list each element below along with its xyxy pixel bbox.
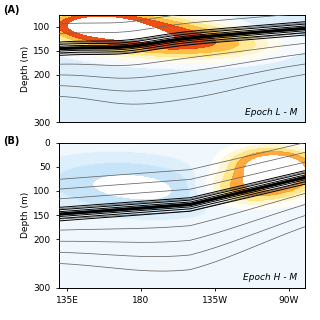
Text: (B): (B) xyxy=(3,136,20,146)
Text: Epoch H - M: Epoch H - M xyxy=(244,273,298,282)
Text: (A): (A) xyxy=(3,5,20,15)
Text: Epoch L - M: Epoch L - M xyxy=(245,108,298,117)
Y-axis label: Depth (m): Depth (m) xyxy=(21,192,30,238)
Y-axis label: Depth (m): Depth (m) xyxy=(21,46,30,92)
